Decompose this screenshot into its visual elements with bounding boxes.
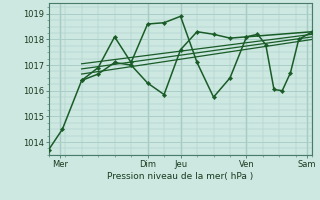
X-axis label: Pression niveau de la mer( hPa ): Pression niveau de la mer( hPa ) <box>108 172 254 181</box>
